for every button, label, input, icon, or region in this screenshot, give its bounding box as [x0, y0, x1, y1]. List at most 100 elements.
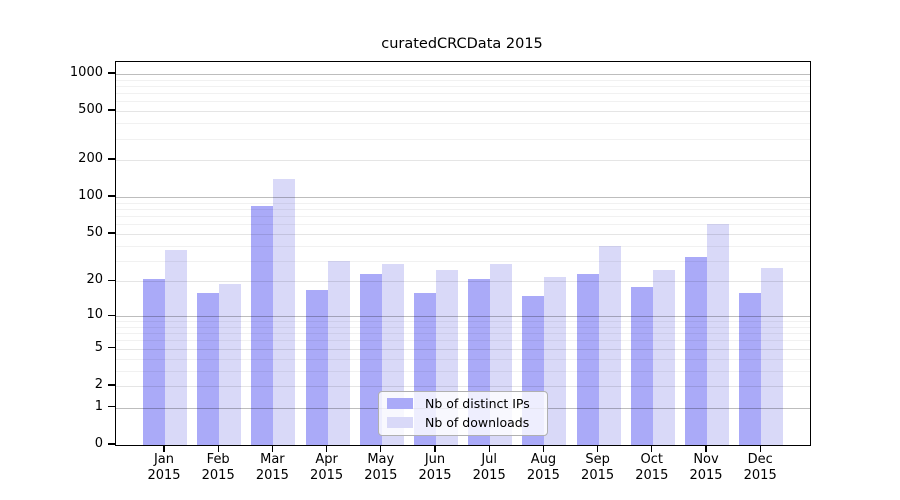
legend-swatch-distinct-ips — [387, 398, 413, 409]
y-tick-label-0: 0 — [94, 436, 103, 451]
bar-distinct-ips-oct — [630, 286, 653, 445]
x-tick-mark-nov — [705, 445, 707, 452]
y-tick-label-100: 100 — [78, 188, 103, 204]
bar-downloads-nov — [707, 224, 729, 445]
x-tick-mark-jan — [163, 445, 165, 452]
gridline-10 — [116, 316, 810, 318]
bar-distinct-ips-nov — [685, 257, 707, 445]
x-tick-label-dec: Dec 2015 — [743, 452, 777, 483]
x-tick-mark-jul — [488, 445, 490, 452]
bar-downloads-sep — [598, 245, 621, 445]
bar-distinct-ips-jan — [143, 279, 165, 445]
gridline-20 — [116, 281, 810, 283]
x-tick-mark-oct — [651, 445, 653, 452]
y-tick-label-1: 1 — [94, 398, 103, 414]
gridline-minor-3 — [116, 370, 810, 372]
gridline-minor-80 — [116, 209, 810, 210]
x-tick-label-sep: Sep 2015 — [581, 452, 615, 483]
bar-distinct-ips-dec — [739, 292, 762, 445]
gridline-minor-600 — [116, 101, 810, 103]
gridline-minor-90 — [116, 202, 810, 204]
y-tick-label-20: 20 — [86, 272, 103, 288]
x-tick-label-mar: Mar 2015 — [255, 452, 289, 483]
gridline-500 — [116, 111, 810, 113]
gridline-2 — [116, 386, 810, 387]
gridline-minor-900 — [116, 79, 810, 81]
y-tick-label-2: 2 — [94, 377, 103, 392]
x-tick-label-apr: Apr 2015 — [310, 452, 344, 483]
bar-distinct-ips-may — [359, 274, 382, 445]
legend-item-downloads: Nb of downloads — [387, 413, 547, 432]
x-tick-label-jun: Jun 2015 — [418, 452, 452, 483]
gridline-minor-30 — [116, 260, 810, 262]
bar-downloads-jan — [165, 249, 187, 445]
y-tick-label-5: 5 — [94, 339, 103, 355]
y-tick-mark-50 — [108, 232, 115, 234]
x-tick-label-may: May 2015 — [364, 452, 398, 483]
y-tick-label-50: 50 — [86, 224, 103, 240]
bar-downloads-mar — [273, 179, 296, 445]
y-tick-mark-1 — [108, 406, 115, 408]
bar-downloads-dec — [761, 268, 784, 445]
legend: Nb of distinct IPs Nb of downloads — [378, 391, 548, 436]
x-tick-mark-dec — [759, 445, 761, 452]
gridline-minor-300 — [116, 138, 810, 140]
gridline-5 — [116, 348, 810, 350]
x-tick-mark-feb — [217, 445, 219, 452]
y-tick-mark-1000 — [108, 72, 115, 74]
y-tick-label-10: 10 — [86, 307, 103, 323]
gridline-minor-6 — [116, 340, 810, 342]
y-tick-label-1000: 1000 — [69, 64, 103, 80]
legend-label-distinct-ips: Nb of distinct IPs — [425, 396, 530, 411]
bar-distinct-ips-apr — [305, 289, 328, 445]
gridline-200 — [116, 160, 810, 162]
x-tick-mark-aug — [542, 445, 545, 452]
y-tick-mark-200 — [108, 158, 115, 160]
gridline-minor-8 — [116, 327, 810, 328]
gridline-minor-800 — [116, 85, 810, 87]
x-tick-label-jan: Jan 2015 — [147, 452, 181, 483]
gridline-minor-60 — [116, 224, 810, 226]
plot-area — [115, 61, 811, 446]
legend-item-distinct-ips: Nb of distinct IPs — [387, 394, 547, 413]
bar-distinct-ips-mar — [251, 205, 274, 445]
gridline-minor-400 — [116, 123, 810, 125]
y-tick-mark-10 — [108, 314, 115, 316]
y-tick-mark-500 — [108, 109, 115, 111]
gridline-minor-4 — [116, 358, 810, 360]
bar-downloads-apr — [327, 260, 350, 445]
gridline-minor-40 — [116, 245, 810, 247]
x-tick-label-feb: Feb 2015 — [201, 452, 235, 483]
y-tick-mark-100 — [108, 195, 115, 197]
y-tick-mark-5 — [108, 347, 115, 349]
bar-downloads-feb — [219, 284, 242, 445]
gridline-minor-700 — [116, 93, 810, 95]
x-tick-mark-apr — [325, 445, 328, 452]
y-tick-mark-20 — [108, 279, 115, 282]
gridline-minor-9 — [116, 321, 810, 323]
x-tick-mark-mar — [271, 445, 274, 452]
x-tick-mark-jun — [434, 445, 436, 452]
x-tick-label-aug: Aug 2015 — [526, 452, 560, 483]
gridline-minor-70 — [116, 216, 810, 218]
bar-downloads-oct — [652, 270, 675, 445]
gridline-minor-7 — [116, 333, 810, 335]
bar-distinct-ips-sep — [576, 274, 599, 445]
gridline-100 — [116, 197, 810, 199]
x-tick-mark-may — [380, 445, 382, 452]
bar-downloads-aug — [544, 276, 567, 445]
x-tick-label-oct: Oct 2015 — [635, 452, 669, 483]
bar-distinct-ips-feb — [197, 292, 220, 445]
x-tick-mark-sep — [596, 445, 599, 452]
legend-label-downloads: Nb of downloads — [425, 415, 530, 430]
y-tick-label-500: 500 — [78, 102, 103, 118]
y-tick-mark-0 — [108, 443, 115, 445]
x-tick-label-jul: Jul 2015 — [472, 452, 506, 483]
legend-swatch-downloads — [387, 417, 413, 428]
gridline-50 — [116, 233, 810, 235]
gridline-1000 — [116, 73, 810, 75]
x-tick-label-nov: Nov 2015 — [689, 452, 723, 483]
chart-title: curatedCRCData 2015 — [381, 36, 543, 52]
y-tick-label-200: 200 — [78, 151, 103, 167]
